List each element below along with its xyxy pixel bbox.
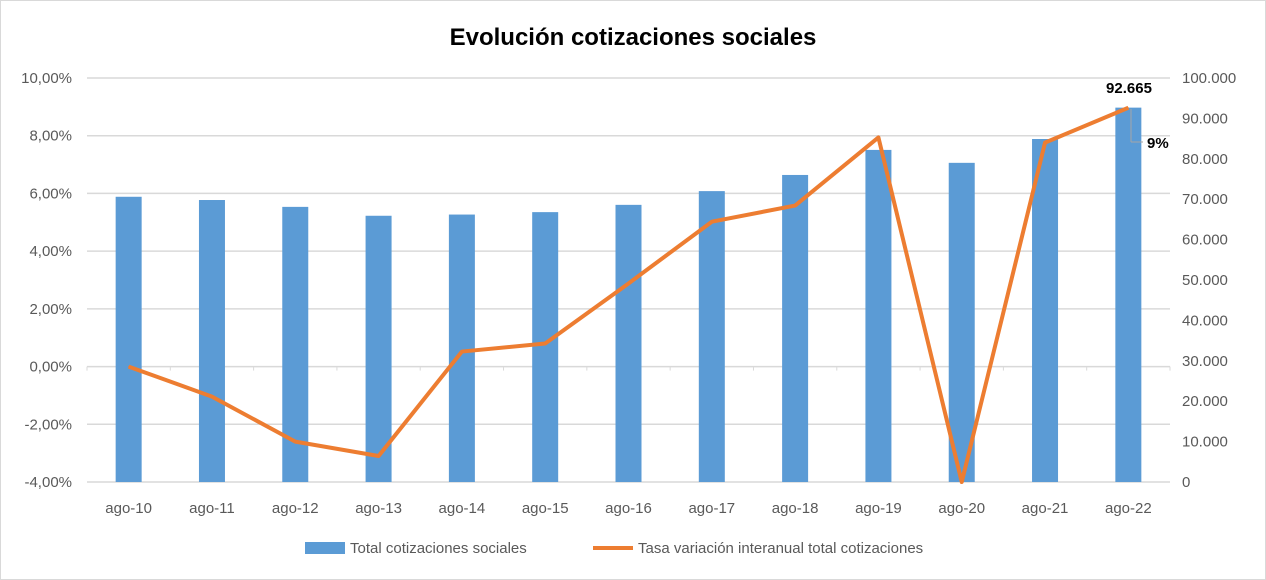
line-point-ago-20 xyxy=(961,481,963,483)
line-point-ago-15 xyxy=(544,342,546,344)
line-point-ago-10 xyxy=(128,366,130,368)
legend-line-label: Tasa variación interanual total cotizaci… xyxy=(638,540,923,557)
line-point-ago-17 xyxy=(711,221,713,223)
category-label: ago-21 xyxy=(1022,500,1069,517)
bar-ago-13 xyxy=(365,215,392,482)
category-label: ago-14 xyxy=(439,500,486,517)
legend-bar-label: Total cotizaciones sociales xyxy=(350,540,527,557)
line-point-ago-19 xyxy=(877,136,879,138)
category-label: ago-13 xyxy=(355,500,402,517)
left-axis-tick-label: 6,00% xyxy=(29,185,72,202)
right-axis-tick-label: 0 xyxy=(1182,474,1190,491)
left-axis-tick-label: 4,00% xyxy=(29,243,72,260)
left-axis-tick-label: -2,00% xyxy=(24,416,72,433)
right-axis-tick-label: 90.000 xyxy=(1182,110,1228,127)
line-point-ago-12 xyxy=(294,441,296,443)
left-axis-tick-label: -4,00% xyxy=(24,474,72,491)
category-label: ago-15 xyxy=(522,500,569,517)
category-label: ago-18 xyxy=(772,500,819,517)
bar-ago-16 xyxy=(615,204,642,482)
bar-ago-15 xyxy=(532,212,559,483)
line-point-ago-21 xyxy=(1044,142,1046,144)
right-axis-tick-label: 60.000 xyxy=(1182,232,1228,249)
left-axis-tick-label: 8,00% xyxy=(29,128,72,145)
bar-ago-17 xyxy=(698,191,725,482)
right-axis-tick-label: 10.000 xyxy=(1182,434,1228,451)
bar-ago-20 xyxy=(948,162,975,482)
line-point-ago-11 xyxy=(211,396,213,398)
bar-ago-21 xyxy=(1032,139,1059,482)
category-label: ago-16 xyxy=(605,500,652,517)
bar-ago-22 xyxy=(1115,107,1142,483)
line-point-ago-18 xyxy=(794,205,796,207)
bar-ago-18 xyxy=(782,174,809,482)
right-axis-tick-label: 50.000 xyxy=(1182,272,1228,289)
right-axis-tick-label: 70.000 xyxy=(1182,191,1228,208)
line-point-ago-16 xyxy=(628,282,629,284)
legend: Total cotizaciones sociales Tasa variaci… xyxy=(305,540,923,557)
bar-ago-10 xyxy=(115,196,142,482)
right-axis-tick-label: 30.000 xyxy=(1182,353,1228,370)
category-label: ago-12 xyxy=(272,500,319,517)
right-axis-tick-label: 80.000 xyxy=(1182,151,1228,168)
line-point-ago-22 xyxy=(1127,107,1129,109)
left-axis-tick-label: 0,00% xyxy=(29,359,72,376)
category-label: ago-17 xyxy=(688,500,735,517)
bar-ago-11 xyxy=(198,200,225,482)
legend-bar-swatch xyxy=(305,542,345,554)
chart-title: Evolución cotizaciones sociales xyxy=(450,24,817,51)
bar-data-label: 92.665 xyxy=(1106,80,1152,97)
left-axis-tick-label: 10,00% xyxy=(21,70,72,87)
category-label: ago-10 xyxy=(105,500,152,517)
category-label: ago-11 xyxy=(189,500,235,517)
bar-ago-19 xyxy=(865,149,892,483)
right-axis-tick-label: 100.000 xyxy=(1182,70,1236,87)
line-point-ago-13 xyxy=(378,455,380,457)
left-axis-tick-label: 2,00% xyxy=(29,301,72,318)
line-point-ago-14 xyxy=(461,351,463,353)
line-data-label: 9% xyxy=(1147,135,1169,152)
right-axis-tick-label: 40.000 xyxy=(1182,312,1228,329)
category-label: ago-22 xyxy=(1105,500,1152,517)
category-label: ago-19 xyxy=(855,500,902,517)
right-axis-tick-label: 20.000 xyxy=(1182,393,1228,410)
bar-ago-14 xyxy=(448,214,475,482)
category-label: ago-20 xyxy=(938,500,985,517)
